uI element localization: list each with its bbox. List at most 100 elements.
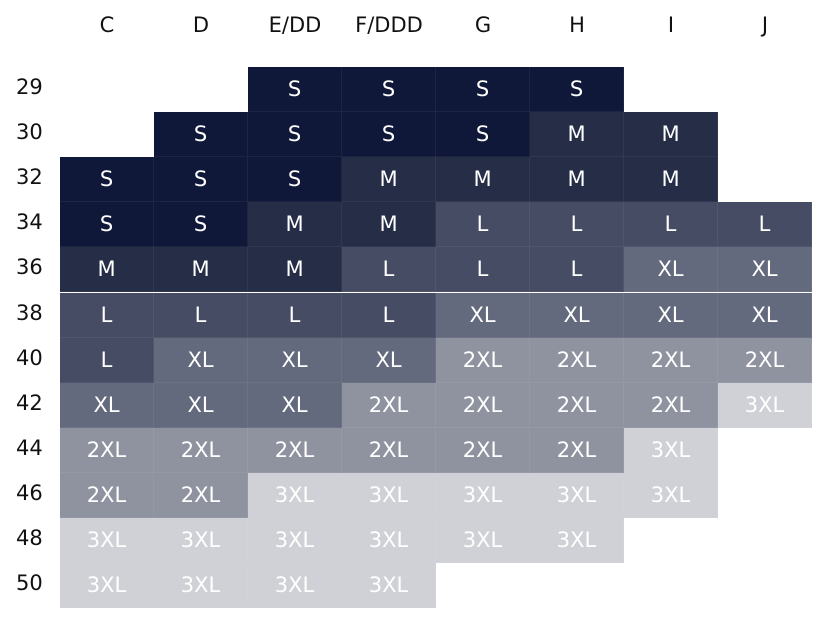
cup-size-header: F/DDD	[355, 13, 423, 37]
size-cell: S	[154, 202, 248, 248]
band-size-label: 38	[16, 300, 43, 325]
size-cell: S	[436, 112, 530, 158]
size-cell: M	[342, 202, 436, 248]
band-size-label: 50	[16, 571, 43, 596]
size-cell: XL	[60, 382, 154, 428]
size-cell: M	[248, 247, 342, 293]
size-cell: XL	[248, 337, 342, 383]
band-size-label: 30	[16, 120, 43, 145]
cup-size-header: I	[667, 13, 675, 37]
size-cell: S	[154, 112, 248, 158]
size-cell: 3XL	[718, 382, 812, 428]
band-size-label: 40	[16, 345, 43, 370]
cup-size-header: E/DD	[268, 13, 322, 37]
size-cell: S	[60, 157, 154, 203]
size-cell: 2XL	[154, 427, 248, 473]
size-cell: 2XL	[624, 382, 718, 428]
cup-size-header: D	[192, 13, 210, 37]
cup-size-header: C	[99, 13, 115, 37]
size-cell: 2XL	[60, 472, 154, 518]
size-cell: 3XL	[530, 472, 624, 518]
band-size-label: 42	[16, 390, 43, 415]
size-cell: 2XL	[530, 337, 624, 383]
size-cell: 3XL	[342, 563, 436, 609]
size-cell: 3XL	[342, 518, 436, 563]
size-cell: L	[342, 247, 436, 293]
size-cell: XL	[154, 337, 248, 383]
size-cell: L	[60, 337, 154, 383]
band-size-label: 34	[16, 210, 43, 235]
size-cell: 3XL	[248, 472, 342, 518]
size-cell: M	[530, 112, 624, 158]
size-cell: M	[436, 157, 530, 203]
size-cell: 2XL	[154, 472, 248, 518]
size-cell: L	[436, 247, 530, 293]
size-cell: M	[342, 157, 436, 203]
size-cell: L	[530, 202, 624, 248]
size-cell: 3XL	[624, 427, 718, 473]
size-cell: L	[60, 292, 154, 338]
size-cell: 2XL	[436, 337, 530, 383]
size-cell: M	[154, 247, 248, 293]
band-size-label: 48	[16, 526, 43, 550]
size-cell: 3XL	[154, 563, 248, 609]
size-cell: XL	[248, 382, 342, 428]
size-cell: S	[248, 112, 342, 158]
size-cell: L	[436, 202, 530, 248]
size-cell: 3XL	[154, 518, 248, 563]
size-cell: 3XL	[624, 472, 718, 518]
size-cell: XL	[718, 292, 812, 338]
band-size-label: 32	[16, 165, 43, 190]
size-cell: XL	[624, 247, 718, 293]
size-cell: M	[248, 202, 342, 248]
size-cell: XL	[530, 292, 624, 338]
size-cell: 2XL	[436, 427, 530, 473]
band-size-label: 29	[16, 75, 43, 99]
cup-size-header: H	[569, 13, 585, 37]
size-cell: 2XL	[624, 337, 718, 383]
size-cell: L	[154, 292, 248, 338]
size-cell: S	[248, 67, 342, 112]
size-cell: 3XL	[436, 518, 530, 563]
size-cell: XL	[154, 382, 248, 428]
size-cell: XL	[624, 292, 718, 338]
size-cell: S	[530, 67, 624, 112]
cup-size-header: J	[761, 13, 769, 37]
size-cell: S	[342, 112, 436, 158]
size-cell: L	[624, 202, 718, 248]
size-cell: M	[530, 157, 624, 203]
size-cell: L	[248, 292, 342, 338]
band-size-label: 46	[16, 480, 43, 505]
size-cell: S	[342, 67, 436, 112]
size-cell: S	[436, 67, 530, 112]
size-cell: 2XL	[342, 382, 436, 428]
band-size-label: 36	[16, 255, 43, 280]
size-cell: M	[624, 157, 718, 203]
size-cell: M	[624, 112, 718, 158]
size-cell: 2XL	[342, 427, 436, 473]
size-cell: L	[530, 247, 624, 293]
cup-size-header: G	[474, 13, 492, 37]
size-cell: XL	[718, 247, 812, 293]
band-size-label: 44	[16, 435, 43, 460]
size-cell: 3XL	[60, 518, 154, 563]
size-cell: XL	[342, 337, 436, 383]
size-cell: S	[60, 202, 154, 248]
size-cell: 3XL	[530, 518, 624, 563]
size-cell: 3XL	[248, 518, 342, 563]
size-cell: 3XL	[436, 472, 530, 518]
size-cell: L	[342, 292, 436, 338]
size-cell: 2XL	[436, 382, 530, 428]
size-cell: 2XL	[530, 427, 624, 473]
size-cell: L	[718, 202, 812, 248]
size-cell: S	[154, 157, 248, 203]
size-cell: 2XL	[718, 337, 812, 383]
size-cell: 3XL	[342, 472, 436, 518]
size-cell: 3XL	[60, 563, 154, 609]
size-cell: 2XL	[530, 382, 624, 428]
size-cell: M	[60, 247, 154, 293]
size-cell: 2XL	[248, 427, 342, 473]
size-cell: 2XL	[60, 427, 154, 473]
size-cell: S	[248, 157, 342, 203]
size-cell: 3XL	[248, 563, 342, 609]
